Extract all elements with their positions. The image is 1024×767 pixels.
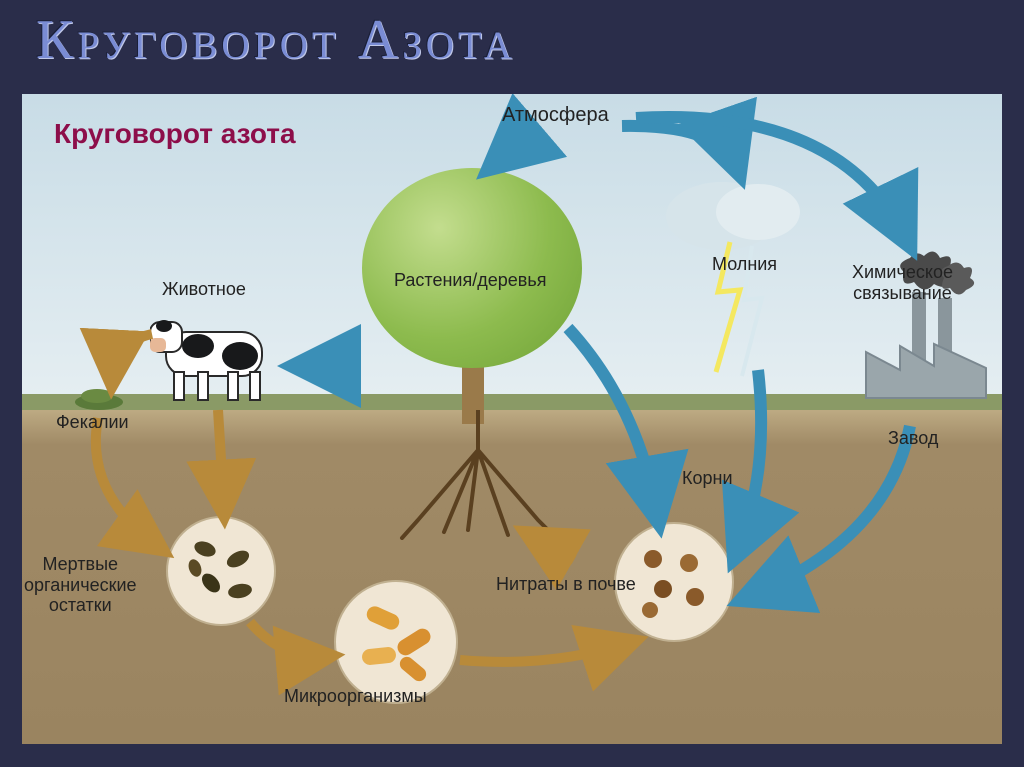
arrow-atmo-lightning: [622, 126, 738, 170]
arrow-animal-feces: [112, 334, 152, 382]
arrow-atmo-chemical: [636, 117, 908, 242]
arrow-micro-nitrates: [460, 642, 632, 662]
arrows-layer: [22, 94, 1002, 744]
label-micro: Микроорганизмы: [284, 686, 427, 707]
arrow-dead-micro: [250, 622, 328, 656]
arrow-tree-nitrates: [568, 328, 658, 518]
label-animal: Животное: [162, 279, 246, 300]
label-roots: Корни: [682, 468, 733, 489]
arrow-lightning-nitrates: [736, 370, 761, 554]
label-factory: Завод: [888, 428, 938, 449]
arrow-factory-nitrates: [746, 426, 910, 598]
arrow-animal-dead: [218, 410, 224, 512]
label-plants: Растения/деревья: [394, 270, 546, 291]
label-atmosphere: Атмосфера: [502, 104, 609, 127]
nitrogen-cycle-diagram: Круговорот азота: [22, 94, 1002, 744]
label-chemical: Химическое связывание: [852, 262, 953, 303]
label-feces: Фекалии: [56, 412, 129, 433]
slide-title: Круговорот Азота: [36, 8, 516, 72]
arrow-nitrates-roots: [528, 534, 574, 560]
label-lightning: Молния: [712, 254, 777, 275]
label-nitrates: Нитраты в почве: [496, 574, 636, 595]
arrow-feces-dead: [96, 418, 160, 548]
label-dead: Мертвые органические остатки: [24, 554, 137, 616]
arrow-atmo-tree: [492, 136, 527, 166]
